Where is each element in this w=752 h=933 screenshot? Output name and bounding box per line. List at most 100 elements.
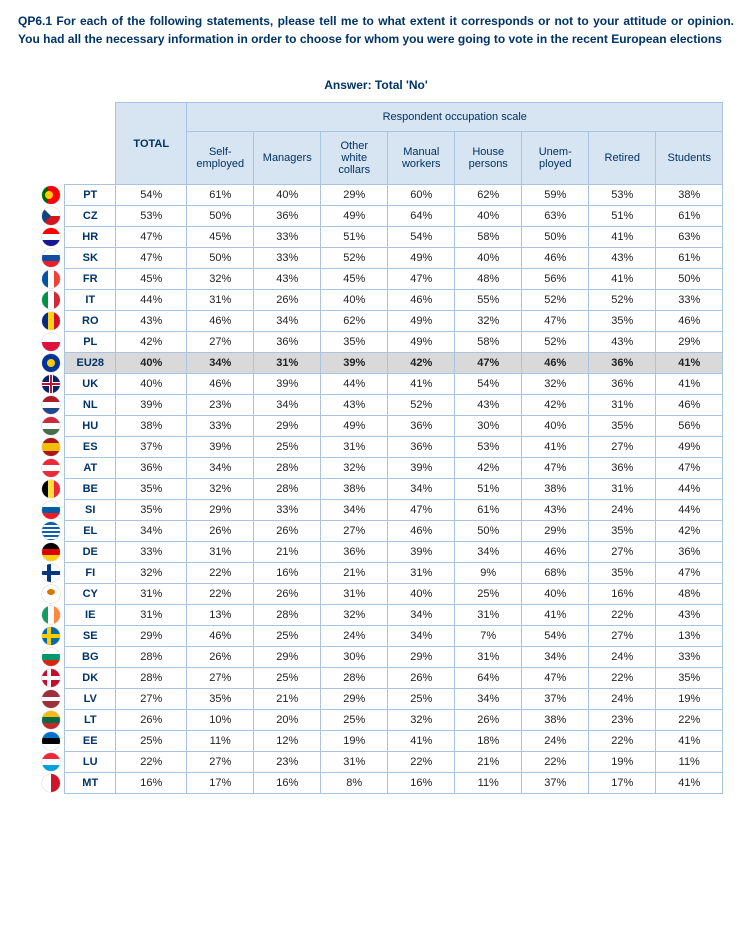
value-cell: 54% [522, 626, 589, 647]
value-cell: 31% [187, 542, 254, 563]
value-cell: 11% [187, 731, 254, 752]
value-cell: 30% [455, 416, 522, 437]
flag-cell [29, 563, 65, 584]
value-cell: 43% [589, 332, 656, 353]
value-cell: 41% [522, 605, 589, 626]
value-cell: 29% [321, 689, 388, 710]
value-cell: 25% [321, 710, 388, 731]
value-cell: 43% [656, 605, 723, 626]
value-cell: 39% [187, 437, 254, 458]
value-cell: 36% [388, 416, 455, 437]
value-cell: 28% [321, 668, 388, 689]
value-cell: 24% [321, 626, 388, 647]
value-cell: 28% [254, 605, 321, 626]
value-cell: 44% [321, 374, 388, 395]
value-cell: 32% [455, 311, 522, 332]
value-cell: 50% [187, 206, 254, 227]
value-cell: 27% [187, 332, 254, 353]
value-cell: 49% [321, 416, 388, 437]
country-code: ES [65, 437, 116, 458]
flag-ee-icon [42, 732, 60, 750]
value-cell: 33% [656, 290, 723, 311]
value-cell: 47% [388, 500, 455, 521]
value-cell: 23% [589, 710, 656, 731]
table-row: EU2840%34%31%39%42%47%46%36%41% [29, 353, 723, 374]
value-cell: 39% [388, 542, 455, 563]
value-cell: 41% [388, 374, 455, 395]
table-row: SE29%46%25%24%34%7%54%27%13% [29, 626, 723, 647]
value-cell: 28% [254, 458, 321, 479]
value-cell: 46% [187, 374, 254, 395]
flag-es-icon [42, 438, 60, 456]
value-cell: 47% [522, 311, 589, 332]
value-cell: 17% [589, 773, 656, 794]
value-cell: 17% [187, 773, 254, 794]
value-cell: 29% [254, 647, 321, 668]
value-cell: 48% [455, 269, 522, 290]
value-cell: 26% [388, 668, 455, 689]
value-cell: 22% [388, 752, 455, 773]
value-cell: 54% [116, 185, 187, 206]
table-row: LT26%10%20%25%32%26%38%23%22% [29, 710, 723, 731]
col-group-occupation: Respondent occupation scale [187, 103, 723, 132]
value-cell: 43% [321, 395, 388, 416]
value-cell: 64% [455, 668, 522, 689]
value-cell: 21% [254, 542, 321, 563]
value-cell: 29% [388, 647, 455, 668]
value-cell: 45% [187, 227, 254, 248]
table-row: EL34%26%26%27%46%50%29%35%42% [29, 521, 723, 542]
table-row: BE35%32%28%38%34%51%38%31%44% [29, 479, 723, 500]
value-cell: 51% [589, 206, 656, 227]
flag-cell [29, 668, 65, 689]
value-cell: 39% [116, 395, 187, 416]
value-cell: 12% [254, 731, 321, 752]
country-code: DE [65, 542, 116, 563]
table-row: SI35%29%33%34%47%61%43%24%44% [29, 500, 723, 521]
value-cell: 35% [116, 479, 187, 500]
value-cell: 25% [388, 689, 455, 710]
value-cell: 35% [589, 416, 656, 437]
value-cell: 61% [656, 206, 723, 227]
col-managers: Managers [254, 132, 321, 185]
value-cell: 36% [254, 206, 321, 227]
value-cell: 28% [254, 479, 321, 500]
value-cell: 31% [589, 395, 656, 416]
value-cell: 38% [116, 416, 187, 437]
value-cell: 25% [254, 437, 321, 458]
flag-lt-icon [42, 711, 60, 729]
flag-de-icon [42, 543, 60, 561]
value-cell: 40% [388, 584, 455, 605]
value-cell: 31% [321, 584, 388, 605]
value-cell: 38% [321, 479, 388, 500]
value-cell: 16% [116, 773, 187, 794]
value-cell: 11% [455, 773, 522, 794]
value-cell: 50% [455, 521, 522, 542]
value-cell: 43% [455, 395, 522, 416]
value-cell: 51% [455, 479, 522, 500]
table-row: FI32%22%16%21%31%9%68%35%47% [29, 563, 723, 584]
value-cell: 25% [116, 731, 187, 752]
value-cell: 46% [522, 542, 589, 563]
value-cell: 7% [455, 626, 522, 647]
value-cell: 36% [388, 437, 455, 458]
flag-cell [29, 374, 65, 395]
value-cell: 19% [656, 689, 723, 710]
value-cell: 47% [455, 353, 522, 374]
value-cell: 36% [254, 332, 321, 353]
country-code: LV [65, 689, 116, 710]
value-cell: 21% [455, 752, 522, 773]
flag-fr-icon [42, 270, 60, 288]
country-code: SK [65, 248, 116, 269]
country-code: LU [65, 752, 116, 773]
table-row: AT36%34%28%32%39%42%47%36%47% [29, 458, 723, 479]
value-cell: 31% [388, 563, 455, 584]
value-cell: 54% [388, 227, 455, 248]
value-cell: 34% [254, 311, 321, 332]
value-cell: 25% [254, 626, 321, 647]
value-cell: 22% [589, 668, 656, 689]
value-cell: 29% [254, 416, 321, 437]
flag-uk-icon [42, 375, 60, 393]
value-cell: 33% [116, 542, 187, 563]
value-cell: 22% [187, 563, 254, 584]
value-cell: 51% [321, 227, 388, 248]
